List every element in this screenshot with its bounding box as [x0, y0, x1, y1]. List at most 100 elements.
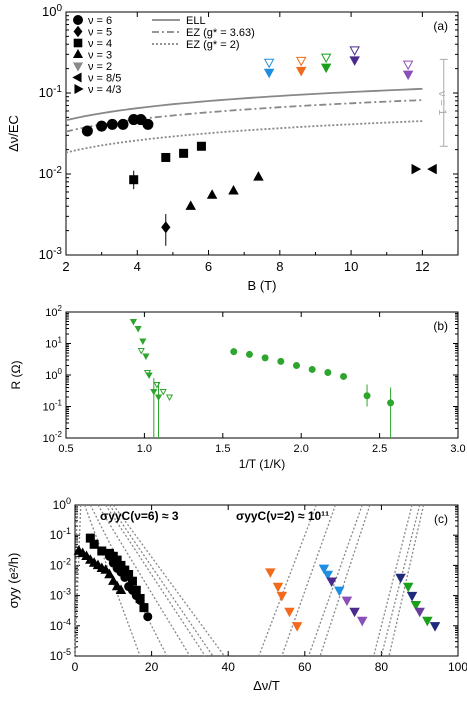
legend-label: ν = 6	[88, 15, 112, 27]
legend-label: EZ (g* = 2)	[186, 39, 240, 51]
y-tick-label: 100	[45, 367, 62, 382]
data-point	[104, 568, 115, 579]
y-tick-exponent: -4	[63, 617, 71, 627]
data-point	[322, 570, 334, 581]
data-point	[411, 163, 422, 175]
guide-line	[108, 504, 214, 657]
data-point	[228, 184, 239, 195]
guide-line	[74, 504, 82, 657]
data-point	[179, 148, 189, 158]
y-tick-exponent: -3	[53, 246, 62, 257]
plot-frame	[65, 311, 459, 439]
y-tick-label: 10-3	[50, 587, 71, 603]
data-point-open	[349, 46, 360, 56]
data-point	[341, 596, 353, 607]
data-point	[284, 607, 295, 618]
y-tick-label: 101	[45, 336, 62, 351]
data-point	[115, 584, 127, 594]
legend-label: EZ (g* = 3.63)	[186, 27, 255, 39]
data-point	[142, 118, 154, 130]
y-tick-exponent: -5	[63, 647, 71, 657]
data-point	[402, 582, 414, 593]
x-tick-label: 8	[276, 259, 283, 274]
guide-line	[373, 504, 413, 657]
y-axis-label: Δν/EC	[6, 115, 21, 152]
annotation-nu2: σyyC(ν=2) ≈ 10¹¹	[236, 509, 329, 523]
data-point-open	[143, 370, 152, 377]
x-tick-label: 80	[375, 660, 389, 674]
data-point	[320, 63, 332, 74]
data-point	[139, 338, 147, 346]
data-point	[318, 564, 330, 575]
x-tick-label: 2.5	[372, 443, 387, 455]
data-point	[326, 577, 337, 588]
data-point	[142, 353, 150, 361]
data-point	[277, 357, 285, 365]
x-tick-label: 2	[62, 259, 69, 274]
y-tick-label: 100	[53, 496, 71, 512]
y-tick-exponent: 1	[58, 336, 63, 345]
panel-label: (c)	[434, 512, 448, 526]
y-tick-exponent: -2	[53, 165, 62, 176]
x-tick-label: 12	[415, 259, 429, 274]
data-point-open	[159, 388, 167, 396]
legend-label: ν = 4/3	[88, 84, 121, 96]
data-point	[261, 354, 269, 362]
data-point	[357, 616, 368, 627]
y-tick-exponent: -2	[55, 430, 63, 439]
legend-marker	[73, 25, 83, 38]
y-tick-exponent: 0	[58, 367, 63, 376]
data-point	[340, 372, 348, 380]
y-tick-label: 102	[45, 304, 62, 319]
x-tick-label: 60	[298, 660, 312, 674]
legend-marker	[73, 38, 83, 48]
data-point	[120, 572, 130, 582]
data-point	[100, 564, 111, 574]
data-point	[230, 348, 238, 356]
data-point	[196, 141, 206, 151]
theory-line	[65, 87, 423, 122]
y-tick-label: 10-4	[50, 617, 71, 633]
data-point	[81, 125, 93, 137]
data-point	[104, 551, 114, 561]
data-point	[308, 365, 316, 373]
y-tick-label: 10-3	[39, 246, 63, 262]
y-tick-label: 10-1	[50, 526, 71, 542]
legend-label: ν = 5	[88, 27, 112, 39]
data-point	[272, 582, 284, 593]
x-tick-label: 0	[72, 660, 79, 674]
panel-label: (b)	[433, 319, 448, 333]
y-tick-exponent: 2	[58, 304, 63, 313]
guide-line	[308, 504, 363, 657]
data-point	[253, 171, 264, 181]
y-tick-exponent: -1	[53, 84, 62, 95]
data-point	[265, 568, 276, 578]
legend-marker	[74, 83, 84, 95]
x-axis-label: 1/T (1/K)	[239, 457, 285, 471]
data-point	[402, 70, 414, 81]
data-point	[129, 318, 138, 326]
guide-line	[112, 504, 225, 657]
data-point	[292, 362, 300, 370]
data-point	[427, 163, 437, 175]
data-point	[395, 573, 406, 584]
guide-line	[258, 504, 317, 657]
data-point	[295, 66, 307, 77]
annotation-nu6: σyyC(ν=6) ≈ 3	[100, 509, 179, 523]
x-tick-label: 3.0	[450, 443, 465, 455]
data-point	[422, 616, 433, 627]
panel-b: 0.5 1.0 1.5 2.0 2.5 3.0 1 0 -2 10-1 100 101 102 (b) 1/…	[9, 304, 466, 471]
y-tick-label: 10-5	[50, 647, 71, 663]
data-point	[135, 595, 145, 605]
y-tick-label: 100	[42, 3, 62, 19]
data-point	[185, 200, 196, 210]
y-tick-label: 10-1	[43, 399, 63, 414]
guide-line	[388, 504, 425, 657]
data-point	[291, 622, 303, 632]
data-point-open	[295, 56, 307, 67]
data-point	[96, 120, 108, 132]
x-tick-label: 1.5	[215, 443, 230, 455]
legend-label: ν = 8/5	[88, 73, 121, 85]
